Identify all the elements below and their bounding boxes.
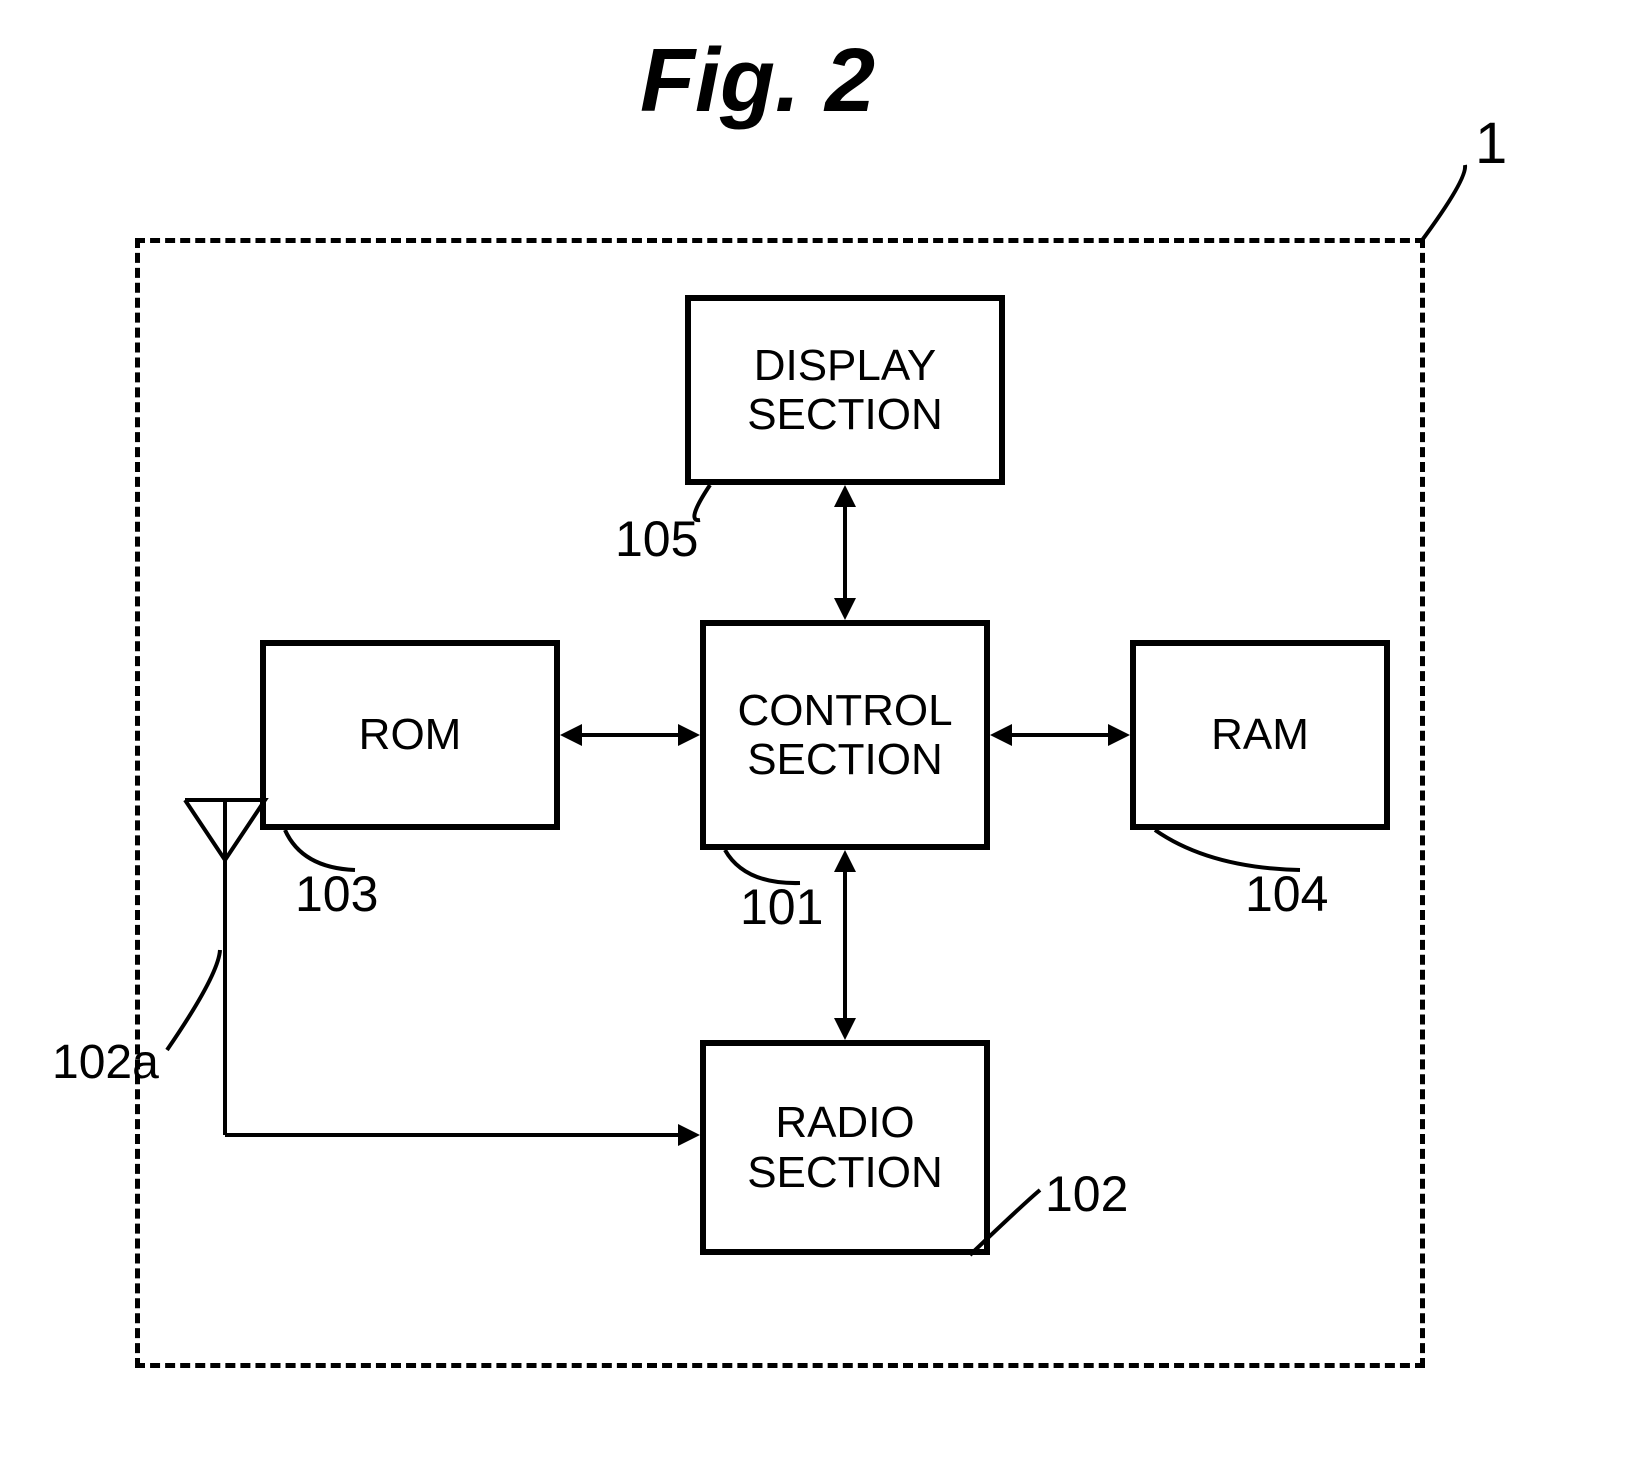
diagram-canvas: Fig. 2 1 DISPLAYSECTION ROM CONTROLSECTI…: [0, 0, 1641, 1459]
connector-overlay: [0, 0, 1641, 1459]
